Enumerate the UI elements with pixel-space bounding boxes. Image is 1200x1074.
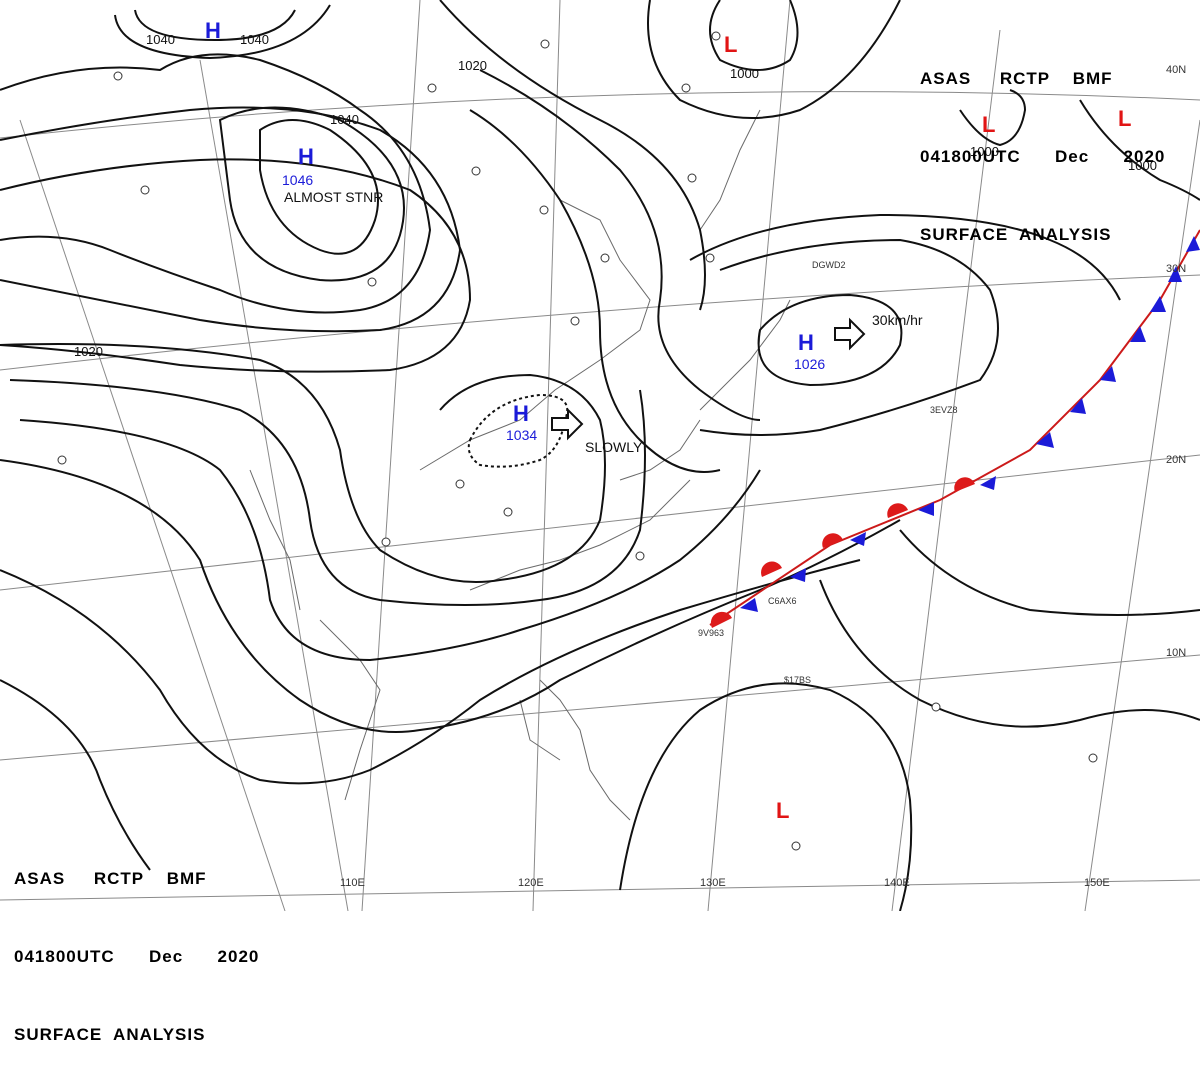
high-center-value: 1026	[794, 356, 825, 372]
high-center-H: H	[205, 18, 221, 43]
low-center-L: L	[1118, 106, 1131, 131]
motion-arrow-icon	[834, 317, 866, 351]
latitude-label: 30N	[1166, 263, 1186, 275]
high-center-value: 1046	[282, 172, 313, 188]
ship-id: $17BS	[784, 675, 811, 685]
header-line-2: 041800UTC Dec 2020	[14, 947, 260, 966]
high-center-value: 1034	[506, 427, 537, 443]
stationary-front	[709, 229, 1200, 628]
ship-id: 9V963	[698, 628, 724, 638]
low-center-L: L	[982, 112, 995, 137]
isobar-label: 1000	[1128, 158, 1157, 173]
latitude-label: 20N	[1166, 454, 1186, 466]
longitude-label: 110E	[340, 877, 365, 889]
header-line-2: 041800UTC Dec 2020	[920, 147, 1166, 166]
longitude-label: 130E	[700, 877, 726, 889]
isobar-label: 1040	[330, 112, 359, 127]
isobar-label: 1040	[240, 32, 269, 47]
chart-header-bottom: ASAS RCTP BMF 041800UTC Dec 2020 SURFACE…	[14, 814, 259, 1074]
coastlines	[249, 109, 791, 821]
isobar-label: 1000	[970, 144, 999, 159]
high-motion-label: 30km/hr	[872, 312, 923, 328]
high-motion-label: ALMOST STNR	[284, 189, 383, 205]
pressure-centers: H H 1046 ALMOST STNR H 1034 SLOWLY H 102…	[205, 18, 1131, 823]
ship-id: DGWD2	[812, 260, 846, 270]
header-line-1: ASAS RCTP BMF	[920, 69, 1113, 88]
high-center-H: H	[298, 144, 314, 169]
isobar-label: 1020	[74, 344, 103, 359]
high-motion-label: SLOWLY	[585, 439, 643, 455]
isobar-label: 1020	[458, 58, 487, 73]
high-center-H: H	[513, 401, 529, 426]
isobar-labels: 1040 1040 1040 1020 1000 1000 1000 1020	[74, 32, 1157, 359]
latitude-label: 40N	[1166, 64, 1186, 76]
latitude-label: 10N	[1166, 647, 1186, 659]
high-center-H: H	[798, 330, 814, 355]
weather-map: H H 1046 ALMOST STNR H 1034 SLOWLY H 102…	[0, 0, 1200, 911]
ship-id: C6AX6	[768, 596, 797, 606]
low-center-L: L	[776, 798, 789, 823]
grid-labels: 110E 120E 130E 140E 150E 40N 30N 20N 10N	[340, 64, 1186, 889]
high-1034-dotted-outline	[467, 393, 569, 468]
isobar-label: 1000	[730, 66, 759, 81]
longitude-label: 140E	[884, 877, 910, 889]
motion-arrow-icon	[551, 407, 584, 441]
chart-header-top: ASAS RCTP BMF 041800UTC Dec 2020 SURFACE…	[920, 14, 1165, 274]
isobars	[0, 0, 1200, 911]
header-line-3: SURFACE ANALYSIS	[920, 225, 1112, 244]
header-line-3: SURFACE ANALYSIS	[14, 1025, 206, 1044]
isobar-label: 1040	[146, 32, 175, 47]
station-markers	[57, 31, 1098, 851]
longitude-label: 150E	[1084, 877, 1110, 889]
longitude-label: 120E	[518, 877, 544, 889]
ship-id: 3EVZ8	[930, 405, 958, 415]
ship-ids: DGWD2 3EVZ8 C6AX6 9V963 $17BS	[698, 260, 958, 685]
header-line-1: ASAS RCTP BMF	[14, 869, 207, 888]
low-center-L: L	[724, 32, 737, 57]
